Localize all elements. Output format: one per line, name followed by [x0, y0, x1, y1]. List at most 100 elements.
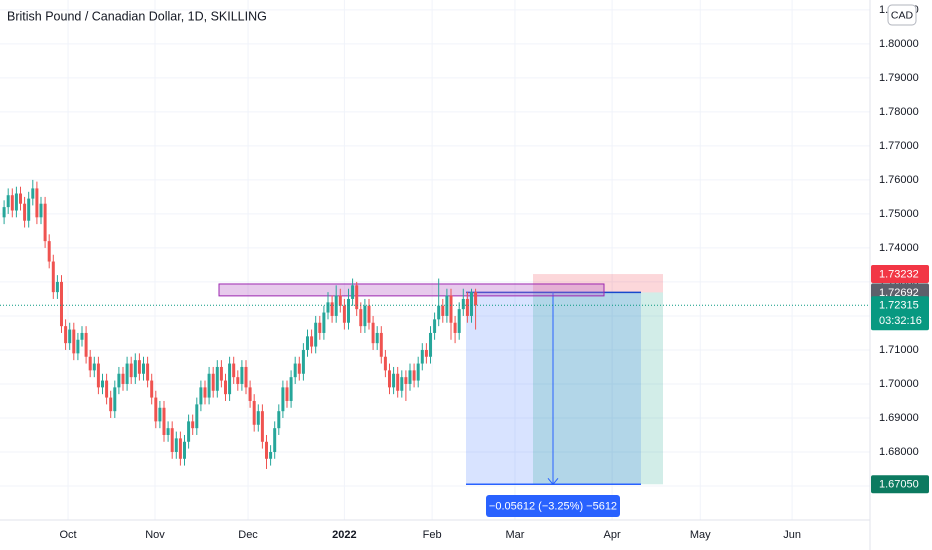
measure-label-box	[486, 495, 620, 517]
candle-body	[318, 322, 322, 333]
candle-body	[240, 366, 244, 384]
candle-body	[141, 363, 145, 374]
candle-body	[293, 363, 297, 378]
price-badge	[871, 475, 929, 494]
candle-body	[150, 380, 154, 398]
candle-body	[433, 319, 437, 333]
candle-body	[199, 387, 203, 405]
candle-body	[137, 360, 141, 374]
candle-body	[269, 451, 273, 459]
candle-body	[203, 387, 207, 398]
candle-body	[191, 421, 195, 429]
candle-body	[76, 339, 80, 354]
drawing-tools	[218, 274, 663, 486]
candle-body	[182, 441, 186, 459]
currency-button[interactable]	[887, 4, 917, 26]
candle-body	[404, 377, 408, 384]
candle-body	[363, 305, 367, 327]
candle-body	[129, 363, 133, 378]
candle-body	[256, 411, 260, 425]
candle-body	[154, 397, 158, 422]
candle-body	[441, 305, 445, 316]
candle-body	[297, 363, 301, 374]
candle-body	[80, 332, 84, 340]
candle-body	[326, 302, 330, 313]
candle-body	[461, 298, 465, 310]
arrow-head	[547, 477, 559, 486]
x-tick-label: May	[690, 529, 711, 541]
y-tick-label: 1.77000	[879, 140, 919, 152]
candle-body	[23, 203, 27, 221]
candle-body	[27, 198, 31, 221]
candle-body	[469, 292, 473, 316]
x-tick-label: Mar	[505, 529, 524, 541]
candle-body	[338, 295, 342, 306]
candle-body	[162, 407, 166, 435]
candle-body	[412, 370, 416, 381]
price-badge-label: 1.73232	[879, 268, 919, 280]
x-tick-label: Dec	[238, 529, 258, 541]
candle-body	[445, 295, 449, 316]
x-tick-label: Jun	[783, 529, 801, 541]
candle-body	[359, 309, 363, 327]
candle-body	[387, 370, 391, 388]
candle-body	[289, 377, 293, 401]
x-tick-label: Apr	[604, 529, 621, 541]
price-badge-label: 1.67050	[879, 479, 919, 491]
candle-body	[88, 356, 92, 371]
candle-body	[474, 292, 478, 306]
candle-body	[170, 428, 174, 452]
grid	[0, 0, 870, 520]
candle-body	[260, 411, 264, 442]
candle-body	[437, 305, 441, 320]
y-tick-label: 1.68000	[879, 446, 919, 458]
candles	[2, 179, 478, 469]
candle-body	[367, 305, 371, 323]
candle-body	[178, 438, 182, 459]
x-tick-label: Oct	[59, 529, 76, 541]
candle-body	[10, 195, 14, 211]
candle-body	[121, 373, 125, 384]
candle-body	[105, 380, 109, 398]
candle-body	[113, 387, 117, 412]
candle-body	[244, 366, 248, 388]
candle-body	[92, 363, 96, 371]
currency-label[interactable]: CAD	[891, 9, 914, 21]
price-badge	[871, 265, 929, 284]
candle-body	[330, 302, 334, 316]
last-price-label: 1.72315	[879, 300, 919, 312]
candle-body	[314, 322, 318, 347]
candle-body	[2, 207, 6, 218]
y-tick-label: 1.76000	[879, 174, 919, 186]
candle-body	[281, 387, 285, 412]
candle-body	[383, 356, 387, 371]
candle-body	[305, 336, 309, 350]
candle-body	[228, 363, 232, 395]
candle-body	[117, 373, 121, 388]
candle-body	[195, 404, 199, 429]
candle-body	[322, 312, 326, 333]
candle-body	[211, 373, 215, 391]
candle-body	[207, 373, 211, 398]
y-tick-label: 1.75000	[879, 208, 919, 220]
candle-body	[449, 295, 453, 323]
measure-label: −0.05612 (−3.25%) −5612	[489, 500, 617, 512]
candle-body	[236, 377, 240, 384]
candle-body	[346, 298, 350, 323]
candle-body	[342, 305, 346, 323]
stop-area	[533, 274, 663, 293]
countdown-label: 03:32:16	[879, 315, 922, 327]
y-tick-label: 1.70000	[879, 378, 919, 390]
candle-body	[273, 428, 277, 452]
overlay: −0.05612 (−3.25%) −5612	[0, 304, 870, 517]
candle-body	[375, 332, 379, 344]
candle-body	[6, 195, 10, 208]
candle-body	[285, 387, 289, 401]
candle-body	[264, 441, 268, 459]
candle-body	[457, 309, 461, 333]
candle-body	[96, 363, 100, 388]
candle-body	[351, 285, 355, 299]
candle-body	[47, 241, 51, 262]
candle-body	[465, 298, 469, 316]
